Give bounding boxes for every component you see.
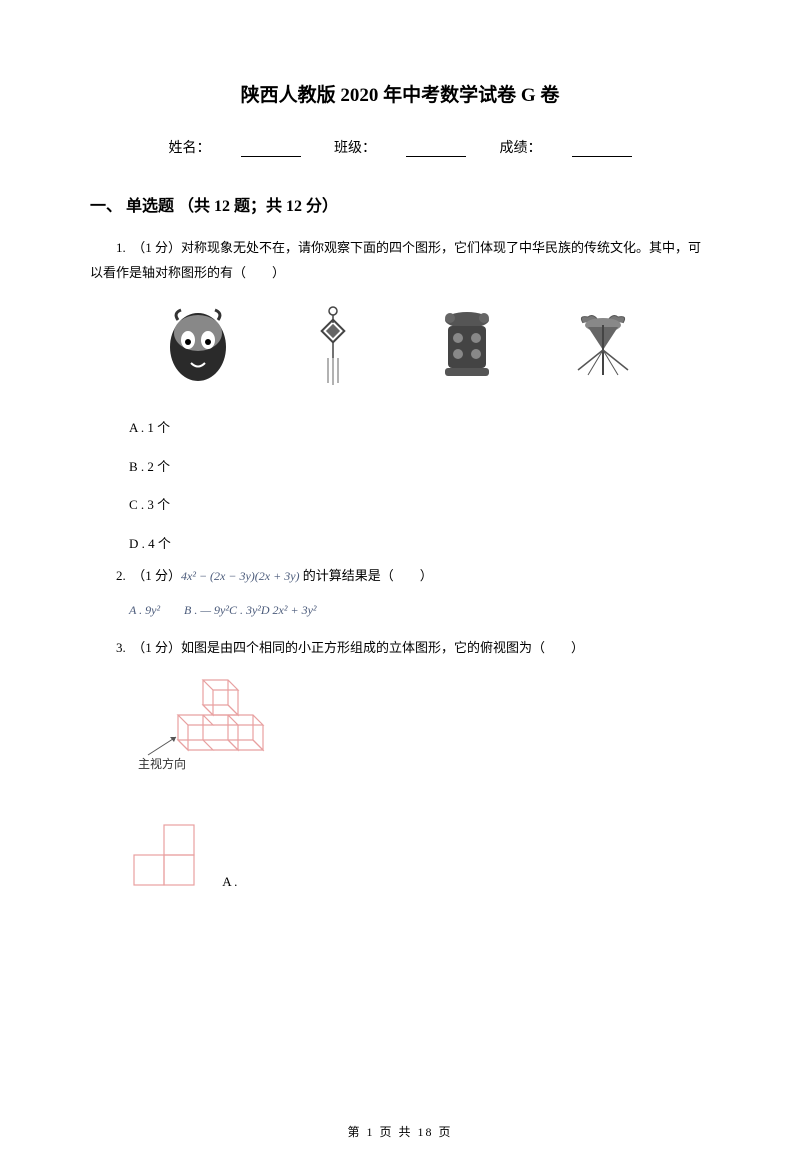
score-label: 成绩： bbox=[500, 141, 542, 156]
q1-option-d: D . 4 个 bbox=[129, 526, 710, 562]
q1-image-2 bbox=[293, 305, 373, 385]
class-blank bbox=[406, 142, 466, 157]
name-label: 姓名： bbox=[169, 141, 211, 156]
score-blank bbox=[572, 142, 632, 157]
student-info: 姓名： 班级： 成绩： bbox=[90, 137, 710, 157]
q2-prefix: 2. （1 分） bbox=[116, 568, 181, 583]
question-1: 1. （1 分）对称现象无处不在，请你观察下面的四个图形，它们体现了中华民族的传… bbox=[90, 236, 710, 285]
section-heading: 一、 单选题 （共 12 题；共 12 分） bbox=[90, 192, 710, 216]
q1-image-4 bbox=[563, 305, 643, 385]
q2-options: A . 9y² B . — 9y²C . 3y²D 2x² + 3y² bbox=[129, 601, 710, 618]
q1-option-b: B . 2 个 bbox=[129, 449, 710, 485]
q2-suffix: 的计算结果是（ ） bbox=[300, 568, 433, 583]
page-title: 陕西人教版 2020 年中考数学试卷 G 卷 bbox=[90, 80, 710, 107]
q3-option-a: A . bbox=[129, 820, 710, 890]
class-label: 班级： bbox=[334, 141, 376, 156]
q1-option-c: C . 3 个 bbox=[129, 487, 710, 523]
q1-image-1 bbox=[158, 305, 238, 385]
q2-expression: 4x² − (2x − 3y)(2x + 3y) bbox=[181, 569, 300, 583]
q1-image-3 bbox=[428, 305, 508, 385]
name-blank bbox=[241, 142, 301, 157]
question-2: 2. （1 分）4x² − (2x − 3y)(2x + 3y) 的计算结果是（… bbox=[90, 564, 710, 589]
view-direction-label: 主视方向 bbox=[138, 756, 186, 771]
q3-figure: 主视方向 bbox=[138, 675, 710, 800]
question-3: 3. （1 分）如图是由四个相同的小正方形组成的立体图形，它的俯视图为（ ） bbox=[90, 636, 710, 661]
q1-images bbox=[130, 305, 670, 385]
q1-options: A . 1 个 B . 2 个 C . 3 个 D . 4 个 bbox=[129, 410, 710, 562]
q1-option-a: A . 1 个 bbox=[129, 410, 710, 446]
